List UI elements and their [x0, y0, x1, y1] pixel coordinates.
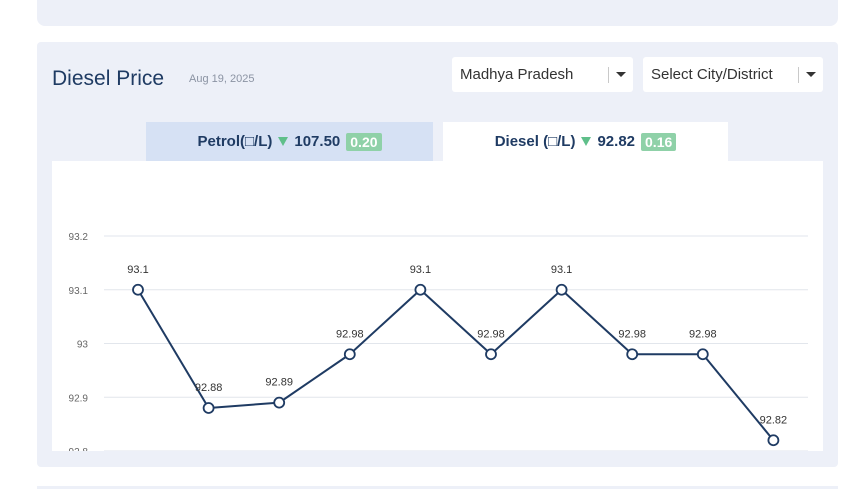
data-point: [132, 283, 144, 296]
data-label: 92.98: [477, 328, 505, 340]
state-select[interactable]: Madhya Pradesh: [452, 57, 633, 92]
city-select[interactable]: Select City/District: [643, 57, 823, 92]
data-label: 92.98: [618, 328, 646, 340]
tab-diesel[interactable]: Diesel (□/L) 92.82 0.16: [443, 122, 728, 161]
tab-petrol-value: 107.50: [294, 133, 341, 150]
y-tick-label: 93.2: [69, 232, 89, 243]
data-point: [343, 348, 356, 361]
change-badge: 0.16: [641, 132, 677, 151]
data-point: [273, 396, 286, 409]
data-label: 92.89: [265, 377, 293, 389]
data-label: 93.1: [127, 264, 148, 276]
trend-down-icon: [581, 137, 592, 146]
y-tick-label: 93: [77, 340, 89, 351]
select-separator: [608, 66, 609, 83]
next-card: [37, 486, 838, 489]
chevron-down-icon[interactable]: [609, 72, 633, 77]
tab-petrol[interactable]: Petrol(□/L) 107.50 0.20: [146, 122, 433, 161]
previous-card: [37, 0, 838, 26]
series-line: [137, 288, 775, 441]
data-point: [202, 402, 215, 414]
data-point: [626, 348, 639, 361]
data-label: 92.88: [195, 382, 223, 394]
change-badge: 0.20: [346, 132, 382, 151]
y-tick-label: 93.1: [69, 286, 89, 297]
data-label: 92.98: [336, 328, 364, 340]
state-select-label: Madhya Pradesh: [460, 66, 574, 83]
data-point: [414, 283, 427, 296]
data-point: [767, 434, 780, 447]
data-label: 92.98: [689, 328, 717, 340]
price-date: Aug 19, 2025: [189, 73, 255, 85]
data-label: 93.1: [551, 264, 572, 276]
city-select-label: Select City/District: [651, 66, 773, 83]
select-separator: [798, 66, 799, 83]
chevron-down-icon[interactable]: [799, 72, 823, 77]
data-label: 92.82: [760, 414, 788, 426]
y-tick-label: 92.8: [69, 447, 89, 451]
y-tick-label: 92.9: [69, 393, 89, 404]
data-label: 93.1: [410, 264, 431, 276]
diesel-price-card: Diesel Price Aug 19, 2025 Madhya Pradesh…: [37, 42, 838, 467]
tab-diesel-value: 92.82: [597, 133, 636, 150]
data-point: [696, 348, 709, 361]
tab-diesel-label: Diesel (□/L): [494, 133, 576, 150]
data-point: [555, 283, 568, 296]
page-title: Diesel Price: [52, 67, 165, 90]
trend-down-icon: [278, 137, 289, 146]
data-point: [485, 348, 497, 361]
tab-petrol-label: Petrol(□/L): [197, 133, 273, 150]
